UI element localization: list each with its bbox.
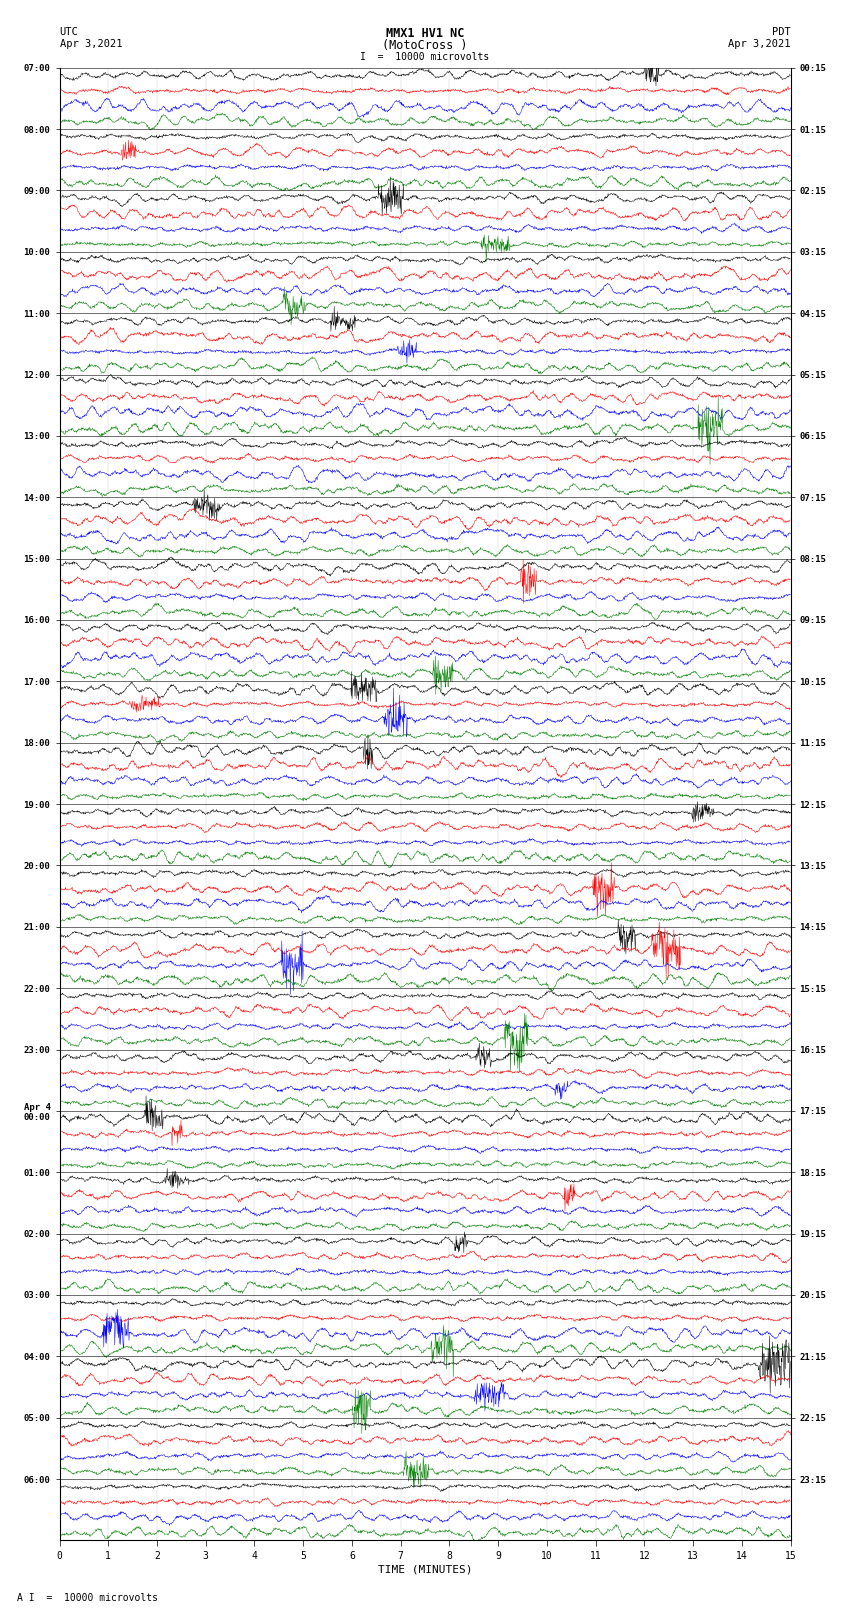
Text: UTC: UTC — [60, 27, 78, 37]
Text: Apr 3,2021: Apr 3,2021 — [60, 39, 122, 48]
Text: (MotoCross ): (MotoCross ) — [382, 39, 468, 52]
Text: A I  =  10000 microvolts: A I = 10000 microvolts — [17, 1594, 158, 1603]
Text: Apr 3,2021: Apr 3,2021 — [728, 39, 791, 48]
X-axis label: TIME (MINUTES): TIME (MINUTES) — [377, 1565, 473, 1574]
Text: PDT: PDT — [772, 27, 791, 37]
Text: I  =  10000 microvolts: I = 10000 microvolts — [360, 52, 490, 61]
Text: MMX1 HV1 NC: MMX1 HV1 NC — [386, 27, 464, 40]
